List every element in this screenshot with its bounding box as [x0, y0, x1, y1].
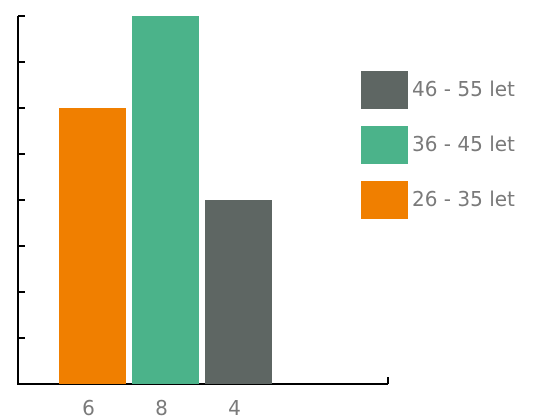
legend: 46 - 55 let 36 - 45 let 26 - 35 let	[361, 71, 515, 219]
bar-8	[132, 16, 199, 384]
legend-swatch	[361, 71, 408, 109]
x-tick-labels: 6 8 4	[82, 396, 241, 420]
bars	[59, 16, 272, 384]
legend-swatch	[361, 126, 408, 164]
x-tick-label: 4	[228, 396, 241, 420]
legend-label: 46 - 55 let	[412, 77, 515, 101]
y-axis-ticks	[18, 15, 25, 339]
legend-label: 26 - 35 let	[412, 187, 515, 211]
legend-label: 36 - 45 let	[412, 132, 515, 156]
x-tick-label: 8	[155, 396, 168, 420]
bar-4	[205, 200, 272, 384]
bar-6	[59, 108, 126, 384]
x-tick-label: 6	[82, 396, 95, 420]
legend-swatch	[361, 181, 408, 219]
